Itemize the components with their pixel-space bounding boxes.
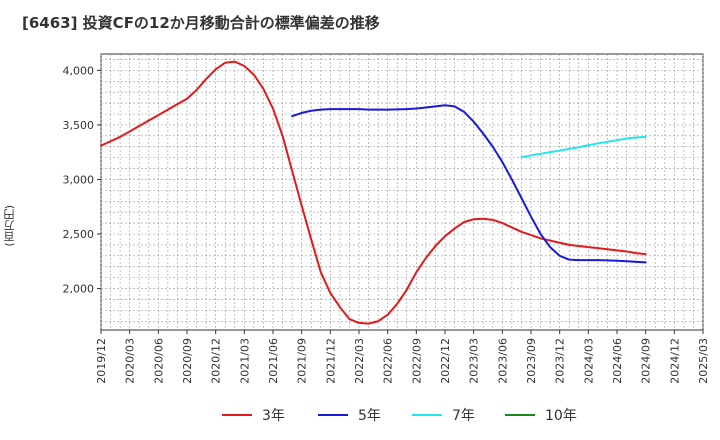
x-tick-label: 2019/12: [95, 338, 108, 384]
y-tick-label: 2,500: [63, 228, 95, 241]
x-tick-label: 2023/06: [496, 338, 509, 384]
legend-label-7y: 7年: [452, 408, 475, 424]
chart-legend: 3年 5年 7年 10年: [0, 404, 720, 426]
legend-swatch-5y: [318, 414, 348, 416]
legend-item-10y: 10年: [505, 404, 577, 426]
x-tick-label: 2024/06: [611, 338, 624, 384]
x-tick-label: 2024/09: [640, 338, 653, 384]
line-chart: 2,000 2,500 3,000 3,500 4,000 2019/12 2020/03 2…: [63, 53, 710, 384]
x-tick-label: 2025/03: [697, 338, 710, 384]
x-tick-label: 2020/12: [210, 338, 223, 384]
legend-item-3y: 3年: [222, 404, 285, 426]
x-tick-label: 2020/09: [181, 338, 194, 384]
x-tick-label: 2020/03: [124, 338, 137, 384]
legend-item-7y: 7年: [412, 404, 475, 426]
x-tick-label: 2024/03: [582, 338, 595, 384]
legend-swatch-10y: [505, 414, 535, 416]
y-tick-label: 3,500: [63, 119, 95, 132]
x-tick-label: 2023/03: [468, 338, 481, 384]
series-line-2: [520, 135, 647, 159]
x-tick-label: 2022/09: [410, 338, 423, 384]
x-tick-label: 2021/03: [238, 338, 251, 384]
x-tick-label: 2021/09: [296, 338, 309, 384]
chart-title: [6463] 投資CFの12か月移動合計の標準偏差の推移: [22, 14, 380, 32]
x-tick-label: 2020/06: [152, 338, 165, 384]
y-tick-label: 3,000: [63, 173, 95, 186]
x-tick-label: 2021/06: [267, 338, 280, 384]
y-tick-label: 4,000: [63, 64, 95, 77]
y-tick-label: 2,000: [63, 283, 95, 296]
legend-label-3y: 3年: [262, 408, 285, 424]
x-tick-label: 2023/09: [525, 338, 538, 384]
x-tick-label: 2021/12: [324, 338, 337, 384]
x-tick-label: 2023/12: [554, 338, 567, 384]
x-tick-label: 2024/12: [668, 338, 681, 384]
x-tick-label: 2022/12: [439, 338, 452, 384]
series-line-1: [291, 104, 647, 264]
legend-swatch-3y: [222, 414, 252, 416]
legend-swatch-7y: [412, 414, 442, 416]
x-tick-label: 2022/06: [382, 338, 395, 384]
legend-label-5y: 5年: [358, 408, 381, 424]
series-line-0: [100, 60, 647, 325]
legend-item-5y: 5年: [318, 404, 381, 426]
x-tick-label: 2022/03: [353, 338, 366, 384]
legend-label-10y: 10年: [545, 408, 577, 424]
